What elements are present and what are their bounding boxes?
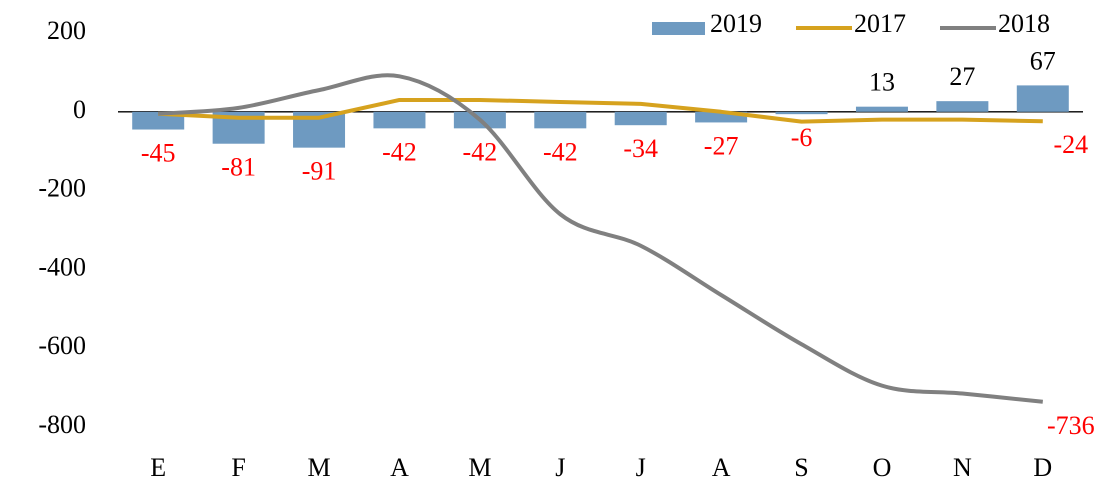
line xyxy=(158,97,1043,124)
x-tick-label: S xyxy=(794,453,808,482)
data-label: 27 xyxy=(949,62,975,91)
x-tick-label: F xyxy=(231,453,245,482)
legend-label: 2017 xyxy=(854,9,906,38)
x-tick-label: J xyxy=(555,453,565,482)
data-label: -91 xyxy=(302,157,337,186)
data-label: -42 xyxy=(543,137,578,166)
bar xyxy=(373,111,426,129)
bar xyxy=(1016,85,1069,112)
y-tick-label: 200 xyxy=(47,16,86,45)
legend-label: 2018 xyxy=(998,9,1050,38)
line xyxy=(158,73,1043,404)
data-label: -34 xyxy=(623,134,658,163)
x-tick-label: O xyxy=(873,453,892,482)
y-tick-label: 0 xyxy=(73,95,86,124)
data-label: -81 xyxy=(221,153,256,182)
y-tick-label: -600 xyxy=(38,331,86,360)
legend-label: 2019 xyxy=(710,9,762,38)
x-tick-label: D xyxy=(1033,453,1052,482)
x-tick-label: J xyxy=(636,453,646,482)
data-label: -42 xyxy=(463,137,498,166)
data-label: -27 xyxy=(704,131,739,160)
data-label: 13 xyxy=(869,68,895,97)
legend-swatch xyxy=(652,22,705,35)
x-tick-label: N xyxy=(953,453,972,482)
bar xyxy=(695,111,748,123)
y-tick-label: -800 xyxy=(38,410,86,439)
data-label: -736 xyxy=(1047,411,1095,440)
x-tick-label: E xyxy=(150,453,166,482)
bar xyxy=(534,111,587,129)
data-label: 67 xyxy=(1030,46,1056,75)
x-tick-label: A xyxy=(712,453,731,482)
y-tick-label: -400 xyxy=(38,252,86,281)
bar xyxy=(936,101,989,112)
data-label: -42 xyxy=(382,137,417,166)
data-label: -24 xyxy=(1053,130,1088,159)
x-tick-label: A xyxy=(390,453,409,482)
bar xyxy=(855,106,908,112)
bar xyxy=(775,111,828,115)
data-label: -45 xyxy=(141,138,176,167)
data-label: -6 xyxy=(791,123,813,152)
y-tick-label: -200 xyxy=(38,174,86,203)
x-tick-label: M xyxy=(468,453,491,482)
bar xyxy=(614,111,667,126)
x-tick-label: M xyxy=(307,453,330,482)
